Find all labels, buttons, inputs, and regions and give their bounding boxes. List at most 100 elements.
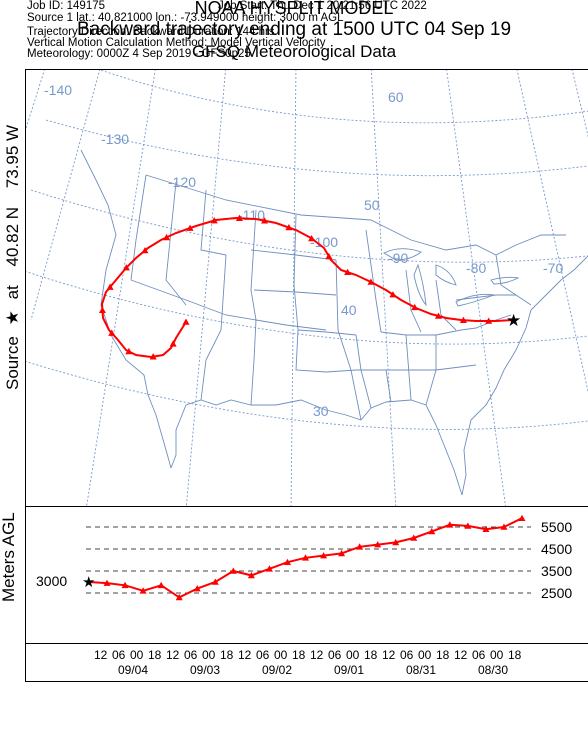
map-panel: -140 -130 -120 -110 -100 -90 -80 -70 60 …	[25, 69, 588, 507]
trajectory-marker	[325, 252, 333, 260]
longitude-label: -120	[168, 174, 196, 190]
trajectory-marker	[308, 234, 316, 242]
hour-tick-label: 00	[202, 648, 216, 662]
height-point	[229, 567, 237, 574]
latitude-label: 40	[341, 302, 357, 318]
hour-tick-label: 06	[328, 648, 342, 662]
trajectory-marker	[98, 306, 106, 314]
hour-tick-label: 12	[382, 648, 396, 662]
date-tick-label: 09/03	[190, 663, 221, 677]
height-point	[410, 534, 418, 541]
height-point	[320, 552, 328, 559]
hour-tick-label: 06	[112, 648, 126, 662]
graticule	[26, 70, 588, 506]
height-panel: ★ 3000 5500 4500 3500 2500	[25, 506, 588, 644]
height-point	[175, 593, 183, 601]
hour-tick-label: 00	[418, 648, 432, 662]
trajectory-direction: Trajectory Direction: Backward Duration:…	[27, 26, 275, 38]
trajectory-marker	[149, 353, 157, 360]
height-point	[482, 525, 490, 532]
height-point	[356, 543, 364, 550]
job-start: Job Start: Thu Dec 1 20:21:56 UTC 2022	[218, 0, 427, 12]
height-point	[265, 565, 273, 572]
date-tick-label: 09/02	[262, 663, 293, 677]
trajectory-marker	[182, 318, 190, 325]
source-label: Source ★ at 40.82 N 73.95 W	[3, 125, 23, 390]
longitude-label: -140	[44, 82, 72, 98]
metadata-panel: Job ID: 149175 Job Start: Thu Dec 1 20:2…	[0, 0, 563, 60]
height-point	[139, 587, 147, 594]
trajectory-marker	[285, 224, 293, 231]
height-point	[446, 521, 454, 528]
hour-tick-label: 06	[472, 648, 486, 662]
trajectory-marker	[125, 347, 133, 355]
height-point	[302, 554, 309, 561]
trajectory-marker	[344, 268, 352, 276]
source-info: Source 1 lat.: 40.821000 lon.: -73.94900…	[27, 12, 344, 24]
height-point	[103, 579, 111, 586]
height-point	[500, 523, 508, 530]
latitude-label: 60	[388, 89, 404, 105]
height-point	[464, 522, 472, 529]
longitude-label: -100	[310, 234, 338, 250]
height-point	[211, 578, 219, 585]
date-tick-label: 09/04	[118, 663, 149, 677]
title-line-3: GFSQ Meteorological Data	[191, 42, 397, 61]
hour-tick-label: 18	[364, 648, 378, 662]
height-series-markers	[103, 514, 526, 601]
trajectory-marker	[210, 217, 218, 224]
longitude-label: -130	[101, 131, 129, 147]
trajectory-marker	[367, 278, 375, 285]
political-boundaries	[80, 149, 588, 496]
height-level-label: 3500	[541, 563, 573, 579]
height-level-label: 4500	[541, 541, 573, 557]
hour-tick-label: 12	[94, 648, 108, 662]
height-point	[428, 527, 436, 535]
longitude-label: -80	[466, 260, 486, 276]
height-point	[374, 541, 382, 548]
date-tick-label: 08/31	[406, 663, 437, 677]
height-level-label: 2500	[541, 585, 573, 601]
longitude-label: -70	[543, 260, 563, 276]
trajectory-marker	[169, 340, 177, 347]
height-point	[157, 581, 165, 589]
longitude-label: -90	[388, 250, 408, 266]
vertical-motion-method: Vertical Motion Calculation Method: Mode…	[27, 37, 326, 49]
height-level-label: 5500	[541, 519, 573, 535]
meteorology-info: Meteorology: 0000Z 4 Sep 2019 - GFS0p25	[27, 48, 251, 60]
trajectory-marker	[261, 217, 269, 224]
height-point	[121, 581, 129, 589]
trajectory-marker	[141, 247, 149, 254]
trajectory-marker	[434, 312, 442, 319]
hour-tick-label: 00	[490, 648, 504, 662]
trajectory-marker	[485, 317, 493, 324]
start-height-label: 3000	[36, 573, 68, 589]
date-tick-label: 08/30	[478, 663, 509, 677]
source-longitude: 73.95 W	[3, 124, 22, 189]
height-chart: ★	[82, 514, 531, 601]
graticule-labels: -140 -130 -120 -110 -100 -90 -80 -70 60 …	[44, 82, 563, 419]
title-line-1: NOAA HYSPLIT MODEL	[194, 0, 394, 18]
trajectory-marker	[186, 224, 194, 231]
source-label-text: Source	[3, 336, 22, 390]
height-point	[392, 538, 400, 546]
latitude-label: 50	[364, 197, 380, 213]
hour-tick-label: 06	[400, 648, 414, 662]
time-axis-panel: 12 06 00 18 12 06 00 18 12 06 00 18 12 06 00 18 12 06 00 18…	[25, 643, 588, 682]
trajectory-marker	[163, 233, 171, 241]
source-label-at: at	[3, 285, 22, 300]
trajectory-marker	[389, 291, 397, 298]
trajectory-marker	[122, 264, 130, 271]
star-icon: ★	[506, 311, 521, 330]
star-icon: ★	[3, 310, 22, 326]
star-icon: ★	[82, 574, 95, 591]
trajectory-markers	[98, 214, 493, 360]
height-gridlines	[86, 526, 531, 594]
trajectory-marker	[459, 316, 467, 323]
height-axis-title: Meters AGL	[0, 512, 18, 602]
source-latitude: 40.82 N	[3, 206, 22, 267]
trajectory-marker	[108, 329, 116, 336]
height-point	[283, 558, 291, 565]
hour-tick-label: 06	[256, 648, 270, 662]
height-point	[193, 585, 201, 592]
